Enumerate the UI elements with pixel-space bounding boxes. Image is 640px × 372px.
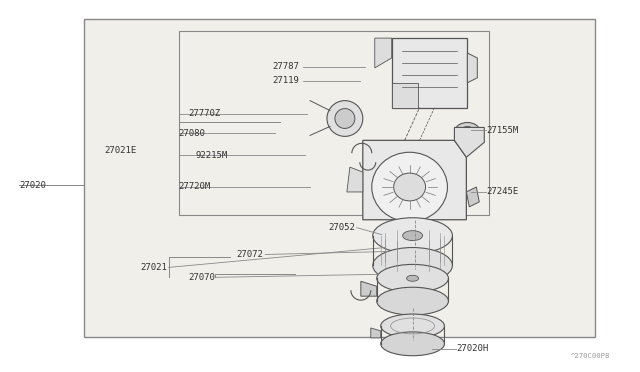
Polygon shape [467,53,477,83]
Ellipse shape [394,173,426,201]
Polygon shape [347,167,363,192]
Text: 27072: 27072 [236,250,263,259]
Text: ^270C00P8: ^270C00P8 [571,353,610,359]
Text: 27080: 27080 [179,129,205,138]
Ellipse shape [456,122,479,138]
Text: 27052: 27052 [328,223,355,232]
Ellipse shape [372,218,452,253]
Bar [179,31,489,215]
Text: 27020: 27020 [19,180,46,189]
Text: 27021: 27021 [141,263,168,272]
Polygon shape [363,140,467,220]
Text: 27155M: 27155M [486,126,518,135]
Text: 27787: 27787 [272,62,299,71]
Ellipse shape [372,247,452,283]
Bar [84,19,595,337]
Polygon shape [454,128,484,157]
Text: 27770Z: 27770Z [189,109,221,118]
Text: 27070: 27070 [189,273,216,282]
Text: 27720M: 27720M [179,183,211,192]
Ellipse shape [381,314,444,338]
Ellipse shape [381,332,444,356]
Text: 27020H: 27020H [456,344,489,353]
Ellipse shape [406,275,419,281]
Polygon shape [392,83,417,108]
Polygon shape [361,281,377,296]
Ellipse shape [372,152,447,222]
Text: 27245E: 27245E [486,187,518,196]
Ellipse shape [377,287,449,315]
Ellipse shape [403,231,422,241]
Polygon shape [371,328,381,338]
Ellipse shape [377,264,449,292]
Ellipse shape [379,224,406,244]
Ellipse shape [461,126,474,134]
Polygon shape [375,38,392,68]
Ellipse shape [327,101,363,137]
Text: 92215M: 92215M [196,151,228,160]
Text: 27021E: 27021E [104,146,136,155]
Polygon shape [467,187,479,207]
Text: 27119: 27119 [272,76,299,85]
Bar [392,38,467,108]
Ellipse shape [335,109,355,128]
